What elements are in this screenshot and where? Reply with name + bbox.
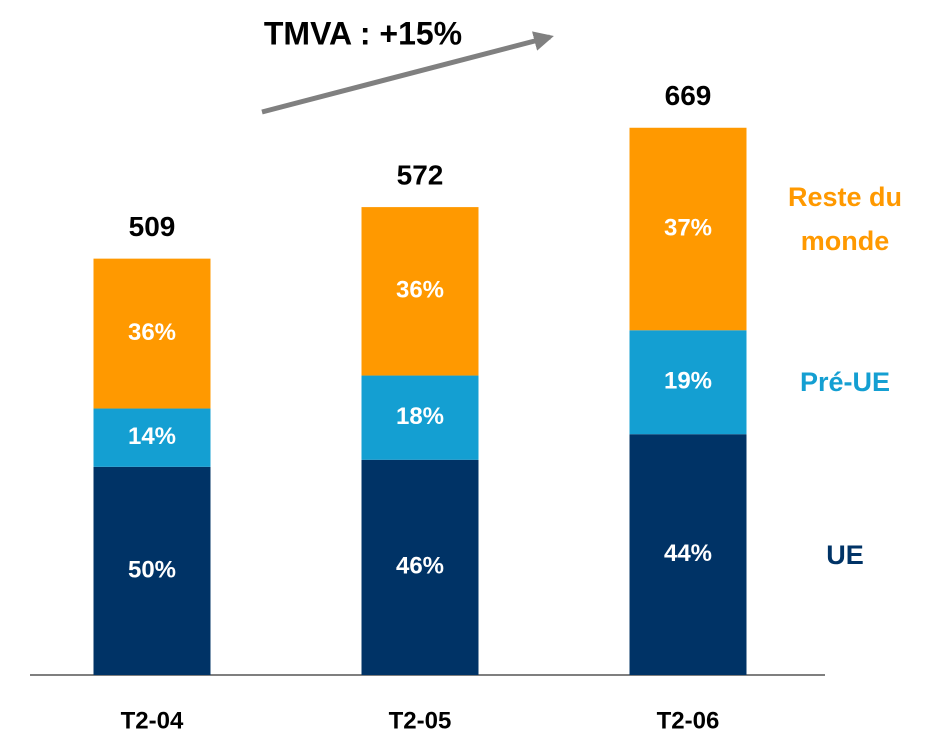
legend-entry: Pré-UE (799, 367, 891, 398)
bar-segment (629, 127, 747, 331)
bar-segment (361, 207, 479, 376)
trend-arrow (261, 31, 554, 115)
annotation: TMVA : +15% (264, 15, 462, 51)
value-label: 44% (664, 540, 712, 567)
bar-segment (93, 258, 211, 409)
bar-segment (629, 434, 747, 675)
bar-segment (629, 330, 747, 435)
bar-segment (361, 459, 479, 675)
value-label: 14% (128, 423, 176, 450)
value-label: 36% (128, 319, 176, 346)
value-label: 37% (664, 214, 712, 241)
x-tick-label: T2-06 (657, 707, 720, 734)
bar-segment (361, 375, 479, 460)
value-label: 18% (396, 403, 444, 430)
value-label: 50% (128, 556, 176, 583)
legend-entry: UE (826, 539, 864, 570)
bar-segment (93, 408, 211, 467)
x-tick-label: T2-04 (121, 707, 184, 734)
value-label: 36% (396, 277, 444, 304)
bar-segment (93, 466, 211, 675)
total-label: 572 (397, 159, 444, 190)
total-label: 509 (129, 211, 176, 242)
value-label: 46% (396, 553, 444, 580)
value-label: 19% (664, 368, 712, 395)
legend-entry: Reste du monde (787, 181, 903, 256)
x-tick-label: T2-05 (389, 707, 452, 734)
total-label: 669 (665, 80, 712, 111)
